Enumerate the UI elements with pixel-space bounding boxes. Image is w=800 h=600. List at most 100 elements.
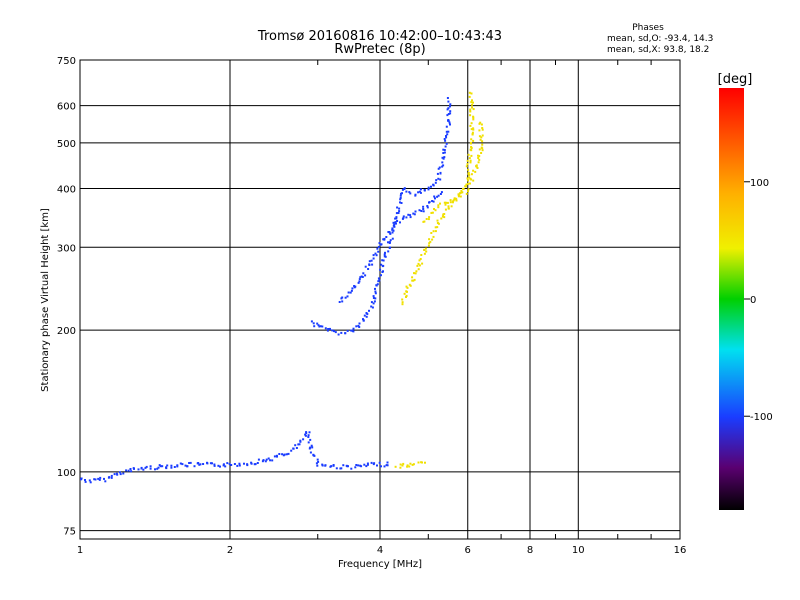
data-point	[436, 219, 439, 222]
data-point	[465, 183, 468, 186]
data-point	[250, 462, 253, 465]
data-point	[224, 465, 227, 468]
data-point	[389, 246, 391, 249]
data-point	[415, 270, 418, 273]
data-point	[269, 459, 272, 462]
data-point	[478, 155, 481, 158]
data-point	[413, 272, 415, 275]
data-point	[93, 478, 96, 481]
data-point	[262, 459, 265, 462]
data-point	[464, 185, 467, 188]
data-point	[166, 464, 169, 467]
data-point	[472, 108, 475, 111]
data-point	[338, 301, 341, 303]
data-point	[467, 172, 470, 175]
data-point	[299, 439, 302, 442]
data-point	[398, 210, 401, 213]
data-point	[371, 306, 374, 309]
data-point	[469, 148, 472, 151]
data-point	[389, 239, 392, 242]
data-point	[402, 216, 405, 219]
data-point	[403, 292, 406, 295]
data-point	[411, 279, 414, 282]
data-point	[337, 333, 340, 336]
data-point	[357, 324, 360, 327]
data-point	[468, 157, 471, 160]
data-point	[437, 177, 440, 180]
data-point	[477, 154, 479, 157]
data-point	[309, 438, 312, 441]
data-point	[199, 463, 202, 466]
data-point	[401, 303, 404, 306]
data-point	[478, 158, 481, 161]
data-point	[209, 462, 212, 465]
data-point	[428, 242, 431, 245]
data-point	[471, 133, 474, 136]
data-point	[383, 255, 386, 258]
data-point	[409, 216, 412, 219]
data-point	[467, 190, 469, 193]
x-axis-label: Frequency [MHz]	[338, 559, 422, 570]
data-point	[459, 192, 462, 194]
data-point	[295, 447, 298, 449]
data-point	[442, 157, 445, 160]
data-point	[469, 159, 472, 162]
data-point	[481, 149, 484, 152]
y-tick-label: 400	[57, 184, 76, 195]
stats-heading: Phases	[632, 23, 664, 33]
data-point	[423, 220, 426, 223]
data-point	[380, 274, 382, 277]
data-point	[433, 208, 435, 210]
data-point	[333, 330, 335, 333]
data-point	[437, 167, 440, 170]
data-point	[417, 268, 420, 271]
data-point	[380, 243, 383, 246]
data-point	[449, 103, 452, 106]
data-point	[401, 188, 404, 191]
data-point	[377, 250, 380, 253]
data-point	[414, 210, 417, 213]
data-point	[375, 254, 378, 257]
data-point	[363, 314, 366, 317]
data-point	[382, 270, 384, 273]
data-point	[149, 465, 152, 468]
data-point	[430, 232, 433, 234]
data-point	[360, 275, 363, 278]
data-point	[469, 161, 472, 164]
data-point	[366, 463, 369, 466]
data-point	[421, 262, 424, 265]
data-point	[417, 262, 420, 265]
data-point	[335, 467, 338, 470]
data-point	[481, 128, 484, 131]
data-point	[453, 197, 456, 200]
data-point	[89, 481, 92, 484]
data-point	[188, 462, 191, 464]
data-point	[478, 122, 481, 125]
data-point	[340, 467, 343, 470]
data-point	[378, 242, 381, 245]
data-point	[408, 283, 411, 286]
data-point	[107, 476, 110, 479]
data-point	[99, 476, 102, 479]
data-point	[304, 434, 307, 437]
data-point	[159, 465, 162, 468]
data-point	[380, 465, 382, 468]
data-point	[431, 211, 434, 214]
data-point	[474, 170, 477, 173]
data-point	[405, 290, 408, 293]
data-point	[281, 453, 284, 456]
data-point	[197, 462, 200, 464]
data-point	[477, 157, 480, 159]
data-point	[466, 163, 469, 166]
x-tick-label: 8	[527, 545, 533, 556]
data-point	[444, 139, 447, 142]
data-point	[399, 466, 402, 469]
data-point	[362, 272, 365, 275]
data-point	[358, 278, 361, 281]
data-point	[417, 191, 420, 194]
data-point	[302, 438, 305, 441]
data-point	[376, 283, 379, 286]
data-point	[127, 469, 130, 472]
data-point	[472, 169, 475, 172]
x-tick-label: 6	[465, 545, 471, 556]
